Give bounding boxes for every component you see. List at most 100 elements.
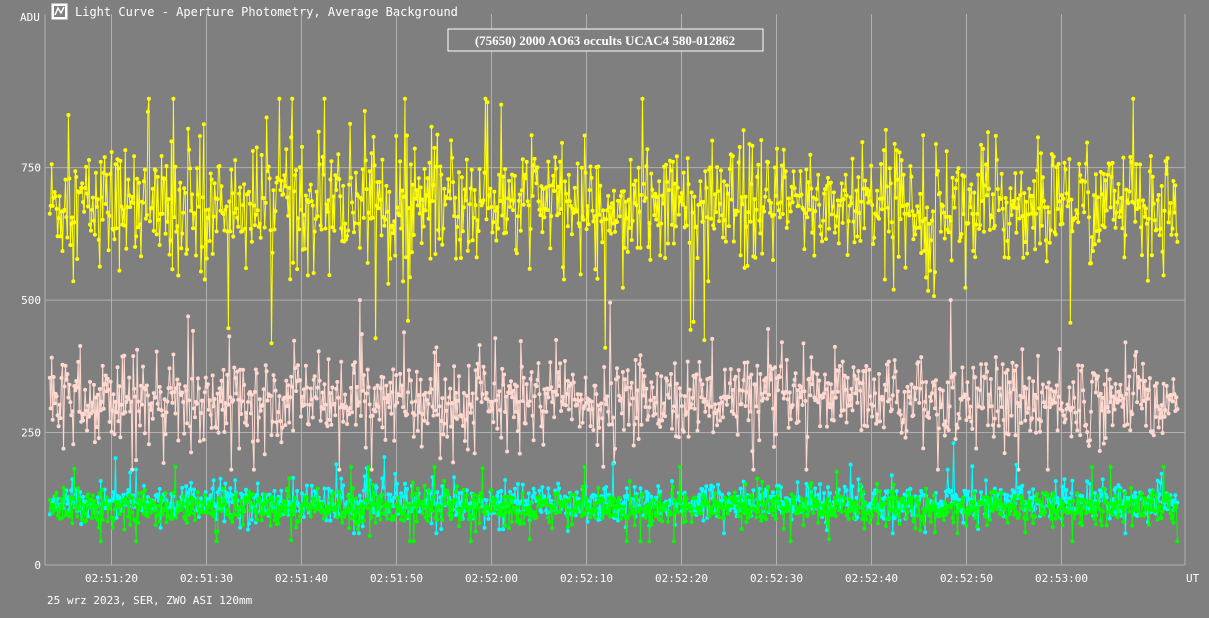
data-point — [699, 511, 704, 516]
data-point — [631, 182, 636, 187]
data-point — [129, 399, 134, 404]
data-point — [862, 226, 867, 231]
data-point — [81, 510, 86, 514]
data-point — [1137, 385, 1142, 390]
data-point — [994, 157, 999, 162]
data-point — [564, 513, 569, 518]
data-point — [952, 205, 957, 210]
data-point — [965, 380, 970, 385]
data-point — [155, 503, 160, 508]
data-point — [195, 500, 199, 505]
data-point — [990, 508, 995, 513]
data-point — [314, 396, 319, 401]
data-point — [208, 506, 213, 511]
data-point — [162, 176, 167, 181]
data-point — [1066, 198, 1071, 203]
data-point — [401, 405, 406, 410]
data-point — [144, 383, 149, 388]
data-point — [396, 496, 401, 501]
data-point — [123, 410, 128, 415]
data-point — [1165, 156, 1170, 161]
data-point — [390, 390, 395, 395]
data-point — [908, 164, 913, 169]
data-point — [961, 520, 966, 525]
data-point — [205, 382, 210, 387]
data-point — [1166, 505, 1171, 510]
data-point — [1095, 374, 1100, 379]
data-point — [362, 474, 367, 479]
data-point — [349, 175, 353, 180]
data-point — [96, 436, 101, 441]
data-point — [1003, 497, 1008, 501]
data-point — [165, 502, 170, 507]
data-point — [325, 424, 330, 429]
data-point — [243, 226, 247, 231]
data-point — [440, 517, 445, 522]
data-point — [924, 486, 929, 491]
data-point — [657, 179, 662, 184]
data-point — [1046, 210, 1051, 215]
data-point — [1070, 405, 1075, 410]
data-point — [1118, 209, 1123, 214]
data-point — [196, 515, 201, 519]
data-point — [660, 418, 665, 423]
data-point — [318, 223, 323, 228]
data-point — [735, 505, 740, 510]
data-point — [622, 377, 627, 382]
data-point — [336, 152, 341, 157]
data-point — [1017, 512, 1022, 517]
data-point — [643, 515, 648, 520]
data-point — [976, 505, 981, 510]
data-point — [800, 403, 805, 407]
data-point — [774, 193, 778, 198]
data-point — [450, 514, 455, 519]
data-point — [1062, 420, 1067, 425]
data-point — [752, 197, 757, 202]
data-point — [365, 506, 370, 510]
data-point — [1144, 206, 1148, 211]
data-point — [967, 187, 972, 192]
data-point — [697, 360, 702, 364]
data-point — [491, 220, 496, 225]
data-point — [925, 508, 930, 513]
data-point — [817, 502, 822, 507]
data-point — [459, 414, 464, 419]
data-point — [609, 494, 614, 499]
data-point — [814, 197, 819, 202]
data-point — [689, 190, 694, 195]
data-point — [745, 360, 750, 365]
data-point — [566, 172, 571, 177]
data-point — [741, 128, 746, 133]
data-point — [1157, 407, 1162, 412]
data-point — [1092, 373, 1097, 377]
data-point — [743, 482, 748, 487]
data-point — [825, 183, 829, 188]
data-point — [775, 146, 779, 151]
data-point — [741, 378, 746, 383]
data-point — [427, 513, 432, 518]
data-point — [394, 502, 399, 507]
data-point — [725, 191, 730, 196]
data-point — [1080, 363, 1085, 368]
data-point — [139, 383, 143, 388]
data-point — [214, 229, 219, 234]
data-point — [328, 518, 333, 523]
data-point — [1145, 396, 1150, 401]
data-point — [131, 201, 136, 205]
data-point — [859, 498, 864, 503]
data-point — [508, 495, 512, 500]
chart-app-icon[interactable] — [51, 3, 68, 20]
data-point — [513, 498, 518, 503]
data-point — [886, 359, 891, 364]
data-point — [233, 512, 238, 517]
data-point — [767, 392, 772, 397]
data-point — [453, 497, 458, 502]
data-point — [186, 314, 191, 319]
data-point — [211, 513, 216, 518]
data-point — [208, 412, 213, 417]
data-point — [60, 515, 65, 520]
data-point — [151, 228, 156, 233]
data-point — [806, 180, 811, 185]
data-point — [736, 160, 741, 165]
series-points — [47, 298, 1180, 472]
